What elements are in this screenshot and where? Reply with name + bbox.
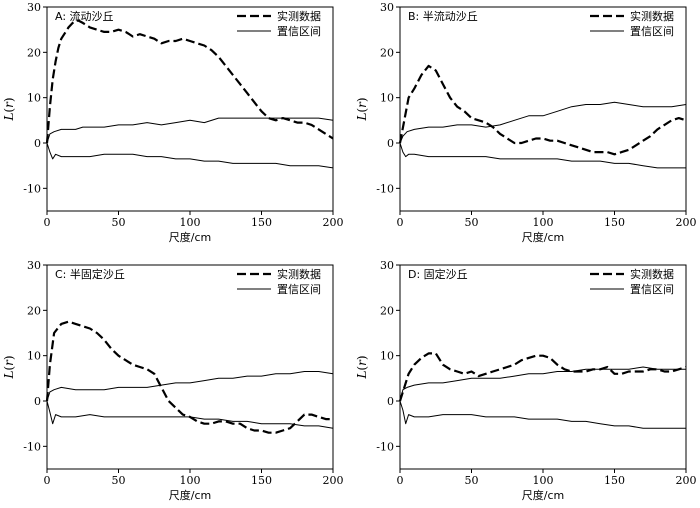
panel-b-y-axis-symbol: L (355, 113, 369, 122)
panel-a-y-axis-paren-open: ( (2, 108, 16, 113)
panel-a-y-tick-label: 10 (27, 92, 41, 105)
panel-c-envelope-upper-line (46, 371, 334, 402)
panel-c-x-tick-label: 200 (323, 474, 344, 487)
panel-d-observed-line (398, 352, 687, 402)
panel-a-legend-envelope-label: 置信区间 (277, 25, 321, 38)
panel-c-legend-observed-label: 实测数据 (277, 267, 321, 281)
panel-b-observed-line (398, 64, 687, 156)
panel-b-y-axis-variable: r (355, 101, 369, 108)
panel-c-y-tick-label: 30 (27, 259, 41, 272)
panel-d-x-tick-label: 150 (604, 474, 625, 487)
panel-b-y-tick-label: 20 (380, 46, 394, 59)
panel-c-y-tick-label: 20 (27, 304, 41, 317)
panel-d-y-axis-paren-close: ) (355, 355, 369, 360)
panel-c-x-tick-label: 0 (44, 474, 51, 487)
panel-c-y-tick-label: -10 (23, 440, 41, 453)
panel-b-y-axis-paren-close: ) (355, 97, 369, 102)
panel-d-y-axis-symbol: L (355, 371, 369, 380)
panel-a-y-tick-label: 20 (27, 46, 41, 59)
panel-b-y-tick-label: 0 (387, 137, 394, 150)
panel-a-x-tick-label: 200 (323, 216, 344, 229)
panel-c-x-tick-label: 100 (180, 474, 201, 487)
panel-b-title: B: 半流动沙丘 (408, 9, 478, 23)
panel-d-title: D: 固定沙丘 (408, 267, 468, 281)
panel-d-y-tick-label: 20 (380, 304, 394, 317)
panel-b-envelope-lower-line (399, 142, 686, 169)
panel-c-y-tick-label: 10 (27, 350, 41, 363)
panel-a-observed-line (45, 19, 334, 144)
panel-b-x-tick-label: 100 (533, 216, 554, 229)
panel-a-x-tick-label: 0 (44, 216, 51, 229)
panel-d-y-tick-label: 30 (380, 259, 394, 272)
panel-a-y-axis-title: L(r) (2, 97, 16, 121)
panel-b: 0 50 100 150 200 -10 0 10 20 30 尺度/cm L(r) B: 半流动沙丘 实… (355, 1, 697, 244)
panel-c-x-tick-label: 50 (112, 474, 126, 487)
panel-d-y-axis-paren-open: ( (355, 366, 369, 371)
panel-b-y-tick-label: 30 (380, 1, 394, 14)
panel-c-envelope-lower-line (46, 400, 334, 429)
panel-c-observed-line (45, 320, 333, 434)
panel-b-x-axis-title: 尺度/cm (522, 230, 564, 244)
panel-a-y-axis-symbol: L (2, 113, 16, 122)
panel-d-legend-observed-label: 实测数据 (630, 267, 674, 281)
panel-d-x-tick-label: 200 (676, 474, 697, 487)
panel-b-y-tick-label: 10 (380, 92, 394, 105)
panel-b-y-axis-paren-open: ( (355, 108, 369, 113)
panel-a-y-tick-label: 30 (27, 1, 41, 14)
panel-b-envelope-upper-line (399, 101, 687, 144)
panel-a-x-tick-label: 100 (180, 216, 201, 229)
panel-c-title: C: 半固定沙丘 (55, 267, 125, 281)
panel-d-envelope-upper-line (399, 366, 686, 402)
panel-a-y-axis-variable: r (2, 101, 16, 108)
panel-b-y-tick-label: -10 (376, 182, 394, 195)
panel-d-y-tick-label: 10 (380, 350, 394, 363)
panel-a-x-tick-label: 150 (251, 216, 272, 229)
panel-a-x-tick-label: 50 (112, 216, 126, 229)
panel-c-x-tick-label: 150 (251, 474, 272, 487)
panel-c-y-axis-paren-close: ) (2, 355, 16, 360)
panel-d-x-tick-label: 0 (397, 474, 404, 487)
panel-c-y-axis-paren-open: ( (2, 366, 16, 371)
panel-d-x-tick-label: 100 (533, 474, 554, 487)
panel-d-envelope-lower-line (399, 400, 686, 429)
panel-a-x-axis-title: 尺度/cm (169, 230, 211, 244)
panel-c: 0 50 100 150 200 -10 0 10 20 30 尺度/cm L(r) C: 半固定沙丘 实… (2, 259, 344, 502)
panel-c-y-axis-title: L(r) (2, 355, 16, 379)
panel-c-y-tick-label: 0 (34, 395, 41, 408)
panel-a: 0 50 100 150 200 -10 0 10 20 30 尺度/cm L(r) A: 流动沙丘 实测… (2, 1, 344, 244)
panel-d-y-tick-label: 0 (387, 395, 394, 408)
panel-d-x-axis-title: 尺度/cm (522, 488, 564, 502)
panel-b-x-tick-label: 0 (397, 216, 404, 229)
panel-a-legend-observed-label: 实测数据 (277, 9, 321, 23)
panel-d-y-axis-variable: r (355, 359, 369, 366)
panel-d-x-tick-label: 50 (465, 474, 479, 487)
panel-b-x-tick-label: 200 (676, 216, 697, 229)
panel-a-y-tick-label: -10 (23, 182, 41, 195)
panel-a-y-axis-paren-close: ) (2, 97, 16, 102)
panel-b-legend-envelope-label: 置信区间 (630, 25, 674, 38)
panel-a-envelope-upper-line (46, 117, 334, 144)
panel-b-x-tick-label: 50 (465, 216, 479, 229)
panel-b-y-axis-title: L(r) (355, 97, 369, 121)
panel-d-y-tick-label: -10 (376, 440, 394, 453)
panel-a-y-tick-label: 0 (34, 137, 41, 150)
panel-c-y-axis-symbol: L (2, 371, 16, 380)
panel-c-y-axis-variable: r (2, 359, 16, 366)
panel-d: 0 50 100 150 200 -10 0 10 20 30 尺度/cm L(r) D: 固定沙丘 实测… (355, 259, 697, 502)
panel-c-legend-envelope-label: 置信区间 (277, 283, 321, 296)
panel-d-legend-envelope-label: 置信区间 (630, 283, 674, 296)
panel-a-envelope-lower-line (46, 142, 334, 169)
panel-d-y-axis-title: L(r) (355, 355, 369, 379)
panel-a-title: A: 流动沙丘 (55, 9, 114, 23)
panel-c-x-axis-title: 尺度/cm (169, 488, 211, 502)
panel-b-x-tick-label: 150 (604, 216, 625, 229)
panel-b-legend-observed-label: 实测数据 (630, 9, 674, 23)
